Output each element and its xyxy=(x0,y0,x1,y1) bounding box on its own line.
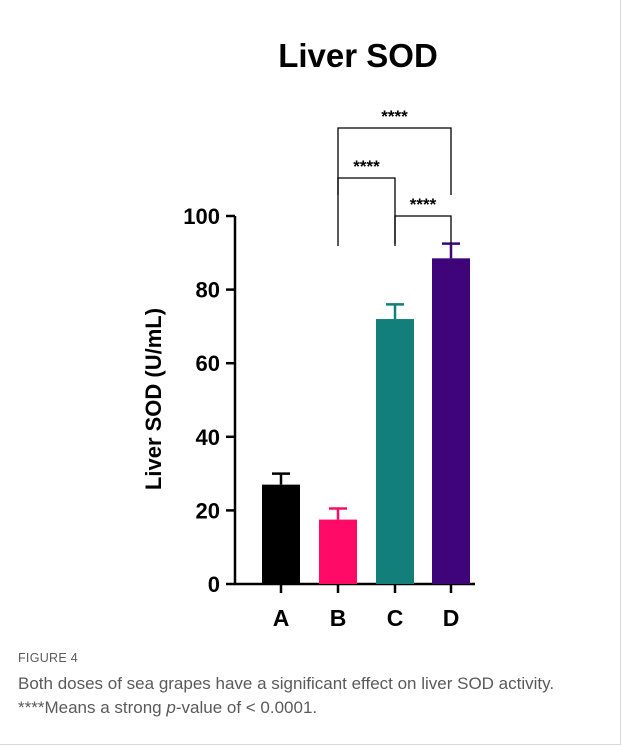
y-tick-label: 80 xyxy=(196,278,220,303)
figure-label: FIGURE 4 xyxy=(18,651,79,665)
x-tick-label-C: C xyxy=(387,605,404,631)
significance-bracket xyxy=(337,177,396,246)
x-tick-label-D: D xyxy=(443,605,460,631)
y-tick-label: 0 xyxy=(208,572,220,597)
y-axis-label: Liver SOD (U/mL) xyxy=(141,308,166,490)
significance-label: **** xyxy=(353,157,380,176)
chart-title: Liver SOD xyxy=(278,37,438,74)
caption-italic: p xyxy=(166,698,176,717)
y-tick-label: 20 xyxy=(196,498,220,523)
bar-B xyxy=(319,519,357,584)
significance-bracket xyxy=(337,127,452,195)
significance-bracket xyxy=(394,215,452,244)
figure-caption: Both doses of sea grapes have a signific… xyxy=(18,672,608,720)
bar-A xyxy=(262,484,300,584)
significance-label: **** xyxy=(381,107,408,126)
x-tick-label-B: B xyxy=(330,605,347,631)
bar-D xyxy=(432,258,470,584)
bar-C xyxy=(376,319,414,584)
bar-chart: Liver SOD Liver SOD (U/mL) 0 20 40 60 80 100 A… xyxy=(141,37,475,631)
x-tick-label-A: A xyxy=(273,605,290,631)
significance-label: **** xyxy=(410,195,437,214)
significance-brackets: **** **** **** xyxy=(337,107,452,246)
caption-text-before: Both doses of sea grapes have a signific… xyxy=(18,674,555,717)
bars xyxy=(262,242,470,584)
y-tick-label: 40 xyxy=(196,425,220,450)
y-tick-label: 60 xyxy=(196,351,220,376)
y-tick-label: 100 xyxy=(183,204,220,229)
caption-text-after: -value of < 0.0001. xyxy=(175,698,318,717)
